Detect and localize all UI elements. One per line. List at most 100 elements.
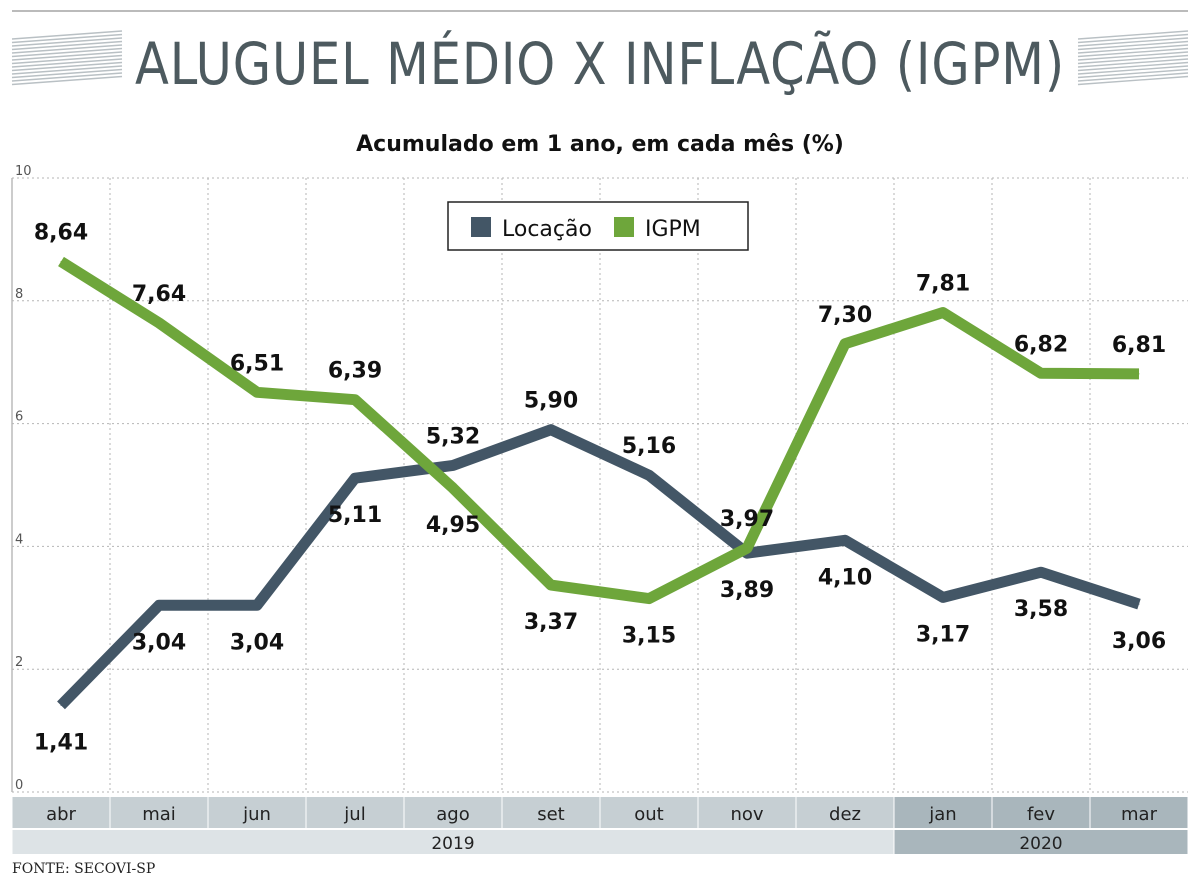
y-tick-label: 2	[15, 655, 23, 670]
data-label-igpm: 6,39	[328, 359, 382, 384]
x-tick-label: mai	[142, 804, 176, 825]
data-point-locacao	[844, 539, 846, 541]
data-label-igpm: 6,82	[1014, 332, 1068, 357]
data-point-igpm	[550, 584, 552, 586]
data-label-locacao: 5,11	[328, 503, 382, 528]
hatch-line	[11, 61, 123, 72]
hatch-line	[1077, 44, 1189, 54]
hatch-line	[11, 44, 123, 54]
x-tick-label: jun	[242, 804, 271, 825]
x-tick-label: fev	[1027, 804, 1055, 825]
hatch-line	[1077, 72, 1189, 82]
year-label: 2020	[1019, 834, 1062, 854]
month-cell	[502, 797, 600, 828]
month-cell	[110, 797, 208, 828]
data-point-igpm	[648, 598, 650, 600]
month-cell	[404, 797, 502, 828]
hatch-line	[11, 75, 123, 86]
data-point-locacao	[158, 604, 160, 606]
hatch-line	[11, 72, 123, 82]
data-label-locacao: 4,10	[818, 565, 872, 590]
series-line-igpm	[58, 256, 1140, 605]
data-label-igpm: 3,15	[622, 624, 676, 649]
legend-box	[447, 201, 749, 251]
hatch-line	[1077, 58, 1189, 68]
data-point-igpm	[942, 311, 944, 313]
data-point-locacao	[1040, 571, 1042, 573]
data-point-locacao	[354, 477, 356, 479]
x-tick-label: ago	[436, 804, 469, 825]
data-label-igpm: 6,51	[230, 351, 284, 376]
hatch-line	[1077, 37, 1189, 47]
data-point-igpm	[60, 261, 62, 263]
month-cell	[306, 797, 404, 828]
data-label-locacao: 3,04	[132, 630, 186, 655]
legend-label-locacao: Locação	[502, 217, 592, 242]
title-hatch-right	[1077, 30, 1189, 86]
data-point-locacao	[452, 464, 454, 466]
data-point-igpm	[746, 547, 748, 549]
y-tick-label: 6	[15, 410, 23, 425]
hatch-line	[1077, 61, 1189, 72]
data-label-locacao: 5,16	[622, 434, 676, 459]
data-point-igpm	[452, 487, 454, 489]
data-label-locacao: 5,90	[524, 389, 578, 414]
x-tick-label: jul	[343, 804, 365, 825]
data-label-igpm: 4,95	[426, 513, 480, 538]
hatch-line	[11, 30, 123, 40]
data-label-locacao: 3,17	[916, 622, 970, 647]
data-labels-layer: 1,41 3,04 3,04 5,11 5,32 5,90 5,16 3,89 4,10 3,17…	[34, 221, 1166, 756]
hatch-line	[11, 51, 123, 61]
x-tick-label: abr	[46, 804, 76, 825]
hatch-line	[11, 33, 123, 44]
hatch-line	[1077, 40, 1189, 51]
data-point-locacao	[942, 596, 944, 598]
y-tick-label: 4	[15, 532, 23, 547]
y-tick-labels: 0 2 4 6 8 10	[15, 164, 32, 793]
hatch-line	[1077, 47, 1189, 58]
hatch-line	[1077, 65, 1189, 75]
data-label-igpm: 7,81	[916, 271, 970, 296]
data-label-igpm: 8,64	[34, 221, 88, 246]
data-point-igpm	[354, 399, 356, 401]
x-tick-label: out	[634, 804, 663, 825]
month-cell	[992, 797, 1090, 828]
data-point-locacao	[256, 604, 258, 606]
data-label-locacao: 3,89	[720, 578, 774, 603]
x-axis-month-band: abr mai jun jul ago set out nov dez jan fev mar	[12, 797, 1188, 828]
data-label-igpm: 7,64	[132, 282, 186, 307]
title-hatch-left	[11, 30, 123, 86]
legend-swatch-locacao	[471, 217, 491, 237]
data-label-locacao: 3,06	[1112, 629, 1166, 654]
hatch-line	[1077, 54, 1189, 65]
hatch-line	[11, 68, 123, 79]
chart-subtitle: Acumulado em 1 ano, em cada mês (%)	[356, 132, 844, 157]
data-point-locacao	[1138, 603, 1140, 605]
x-tick-label: nov	[730, 804, 763, 825]
series-line-locacao	[57, 424, 1141, 710]
data-label-igpm: 3,97	[720, 507, 774, 532]
data-point-igpm	[158, 322, 160, 324]
data-label-locacao: 3,04	[230, 630, 284, 655]
data-label-locacao: 5,32	[426, 424, 480, 449]
month-cell	[600, 797, 698, 828]
year-cell	[894, 830, 1188, 854]
x-tick-label: mar	[1121, 804, 1158, 825]
data-point-igpm	[256, 391, 258, 393]
month-cell	[698, 797, 796, 828]
hatch-line	[1077, 75, 1189, 86]
hatch-line	[1077, 51, 1189, 61]
data-point-igpm	[1040, 372, 1042, 374]
legend-label-igpm: IGPM	[645, 217, 701, 242]
hatch-line	[11, 47, 123, 58]
hatch-line	[11, 54, 123, 65]
data-point-igpm	[1138, 373, 1140, 375]
month-cell	[796, 797, 894, 828]
data-label-igpm: 7,30	[818, 303, 872, 328]
month-cell	[12, 797, 110, 828]
hatch-line	[1077, 68, 1189, 79]
data-label-locacao: 1,41	[34, 730, 88, 755]
hatch-line	[11, 37, 123, 47]
